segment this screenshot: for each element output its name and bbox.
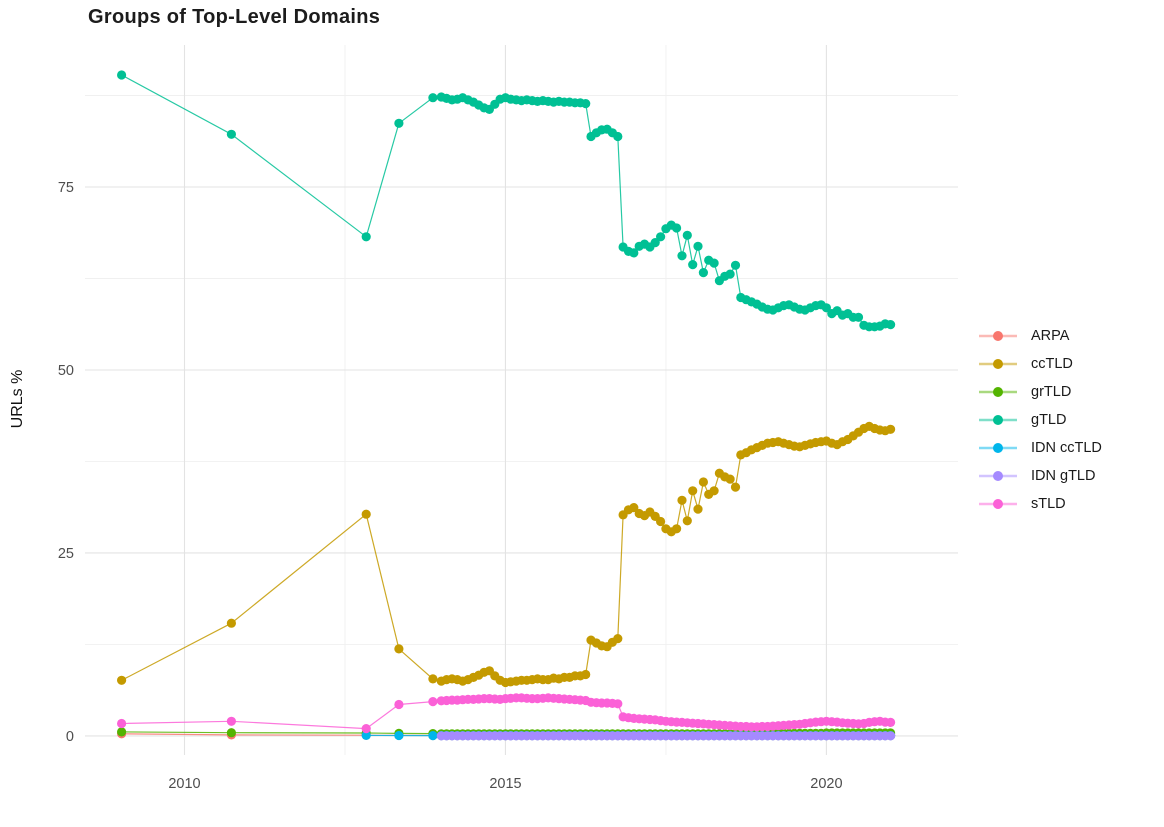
x-tick-label: 2010 (168, 776, 200, 792)
data-point (613, 634, 623, 644)
data-point (886, 320, 896, 330)
data-point (650, 238, 660, 248)
legend-label: grTLD (1031, 384, 1072, 400)
data-point (394, 730, 404, 741)
data-point (656, 232, 666, 242)
legend-label: IDN gTLD (1031, 468, 1096, 484)
data-point (677, 251, 687, 261)
series-line (121, 74, 891, 328)
y-axis-title: URLs % (9, 369, 26, 429)
data-point (682, 516, 692, 526)
legend-label: sTLD (1031, 496, 1066, 512)
chart-title: Groups of Top-Level Domains (88, 6, 381, 28)
data-point (688, 486, 698, 496)
legend-item-IDN-gTLD: IDN gTLD (978, 462, 1102, 490)
data-point (730, 260, 741, 270)
data-point (117, 718, 127, 729)
data-point (428, 93, 438, 103)
x-tick-label: 2015 (489, 776, 521, 792)
data-point (361, 232, 371, 242)
data-point (886, 717, 896, 728)
data-point (672, 223, 682, 233)
data-point (693, 504, 703, 514)
legend-label: gTLD (1031, 412, 1067, 428)
data-point (361, 730, 371, 741)
legend-key-icon (979, 415, 1017, 425)
data-point (725, 474, 735, 484)
y-tick-label: 25 (58, 546, 74, 562)
legend-item-sTLD: sTLD (978, 490, 1102, 518)
legend-item-ARPA: ARPA (978, 322, 1102, 350)
legend-key-icon (979, 359, 1017, 369)
series-sTLD (117, 693, 896, 734)
data-point (226, 716, 236, 726)
legend-item-ccTLD: ccTLD (978, 350, 1102, 378)
data-point (672, 524, 682, 534)
data-point (581, 669, 591, 680)
data-point (688, 260, 698, 270)
data-point (428, 731, 438, 741)
data-point (613, 131, 623, 142)
data-point (226, 618, 236, 628)
data-point (853, 312, 864, 322)
legend-key-icon (979, 443, 1017, 453)
data-point (226, 728, 236, 738)
data-point (394, 644, 404, 654)
data-point (629, 248, 639, 258)
data-point (394, 699, 404, 710)
data-point (693, 241, 703, 251)
legend-label: ARPA (1031, 328, 1070, 344)
series-IDN-gTLD (436, 731, 896, 741)
data-point (677, 495, 687, 505)
data-point (682, 230, 692, 240)
data-point (117, 727, 127, 737)
y-tick-label: 0 (66, 729, 74, 745)
legend-key-icon (979, 387, 1017, 397)
data-point (886, 424, 896, 434)
data-point (725, 269, 735, 279)
legend-label: ccTLD (1031, 356, 1073, 372)
data-point (709, 258, 719, 268)
data-point (613, 699, 623, 709)
y-tick-label: 50 (58, 363, 74, 379)
data-point (117, 70, 127, 80)
data-point (656, 516, 666, 527)
data-point (226, 129, 236, 139)
legend: ARPA ccTLD grTLD gTLD IDN ccTLD IDN gTLD sTLD (978, 322, 1102, 518)
legend-key-icon (979, 471, 1017, 481)
data-point (428, 697, 438, 707)
data-point (730, 482, 741, 492)
legend-key-icon (979, 331, 1017, 341)
legend-label: IDN ccTLD (1031, 440, 1102, 456)
data-point (394, 118, 404, 128)
legend-item-IDN-ccTLD: IDN ccTLD (978, 434, 1102, 462)
legend-item-gTLD: gTLD (978, 406, 1102, 434)
data-point (361, 724, 371, 734)
series-ccTLD (117, 421, 896, 688)
data-point (821, 303, 832, 313)
data-point (117, 675, 127, 685)
data-point (581, 99, 591, 109)
data-point (361, 509, 371, 519)
data-point (698, 477, 709, 487)
legend-item-grTLD: grTLD (978, 378, 1102, 406)
y-tick-label: 75 (58, 180, 74, 196)
legend-key-icon (979, 499, 1017, 509)
data-point (886, 731, 896, 741)
data-point (629, 503, 639, 513)
data-point (428, 674, 438, 684)
x-tick-label: 2020 (810, 776, 842, 792)
data-point (698, 268, 709, 278)
data-point (709, 486, 719, 496)
series-gTLD (117, 70, 896, 332)
